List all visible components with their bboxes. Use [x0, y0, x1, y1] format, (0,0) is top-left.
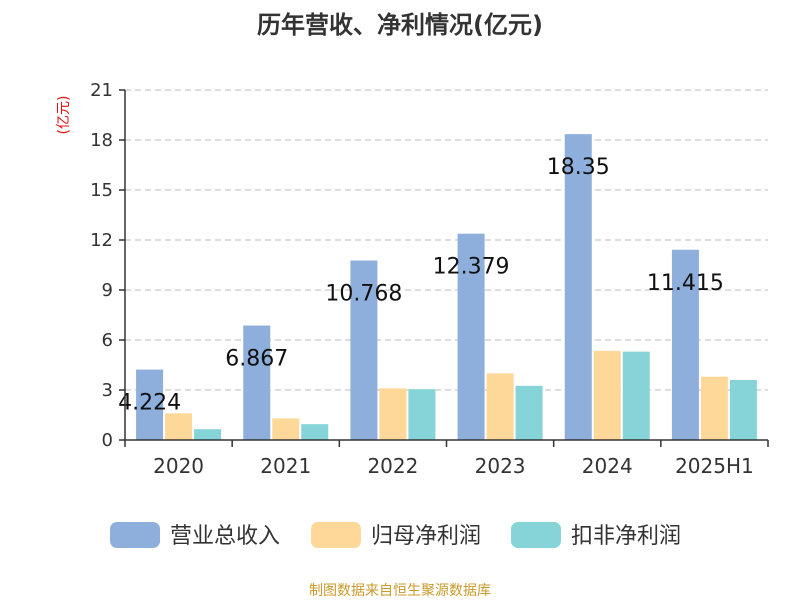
chart-title: 历年营收、净利情况(亿元)	[257, 11, 543, 39]
x-axis-ticks: 2020 2021 2022 2023 2024 2025H1	[153, 454, 754, 478]
data-label: 18.35	[547, 155, 610, 180]
bar	[564, 134, 592, 440]
x-tick-label: 2022	[367, 454, 418, 478]
bar	[136, 369, 164, 440]
y-tick-label: 9	[102, 280, 113, 301]
bar	[671, 249, 699, 440]
legend-swatch	[311, 522, 361, 548]
bar	[243, 325, 271, 440]
data-labels: 4.224 6.867 10.768 12.379 18.35 11.415	[118, 155, 724, 415]
y-axis-unit-label: (亿元)	[56, 96, 72, 135]
data-label: 6.867	[225, 347, 288, 372]
y-tick-label: 18	[90, 130, 113, 151]
source-note: 制图数据来自恒生聚源数据库	[309, 583, 491, 599]
data-label: 12.379	[433, 255, 510, 280]
legend-label: 扣非净利润	[571, 524, 681, 549]
bar	[486, 373, 514, 440]
legend-label: 归母净利润	[371, 524, 481, 549]
bar	[272, 418, 300, 440]
legend-swatch	[511, 522, 561, 548]
data-label: 10.768	[325, 282, 402, 307]
y-tick-label: 3	[102, 380, 113, 401]
x-tick-label: 2024	[582, 454, 633, 478]
bar	[379, 388, 407, 440]
bar	[194, 429, 222, 440]
bar	[165, 413, 193, 440]
bar	[515, 385, 543, 440]
grid-lines	[125, 89, 768, 391]
y-tick-label: 6	[102, 330, 113, 351]
y-tick-label: 0	[102, 430, 113, 451]
legend-label: 营业总收入	[170, 524, 280, 549]
data-label: 11.415	[647, 271, 724, 296]
bar	[729, 380, 757, 440]
axes	[119, 89, 769, 447]
bar	[408, 389, 436, 440]
data-label: 4.224	[118, 391, 181, 416]
x-tick-label: 2020	[153, 454, 204, 478]
y-tick-label: 21	[90, 80, 113, 101]
y-tick-label: 12	[90, 230, 113, 251]
bar	[593, 350, 621, 440]
bar	[622, 351, 650, 440]
bar	[457, 233, 485, 440]
bar	[350, 260, 378, 440]
y-tick-label: 15	[90, 180, 113, 201]
bar	[700, 376, 728, 440]
legend: 营业总收入 归母净利润 扣非净利润	[110, 522, 681, 549]
bar	[301, 424, 329, 440]
x-tick-label: 2021	[260, 454, 311, 478]
y-axis-ticks: 0 3 6 9 12 15 18 21	[90, 80, 113, 451]
bars	[136, 134, 757, 440]
x-tick-label: 2025H1	[675, 454, 754, 478]
legend-swatch	[110, 522, 160, 548]
x-tick-label: 2023	[475, 454, 526, 478]
